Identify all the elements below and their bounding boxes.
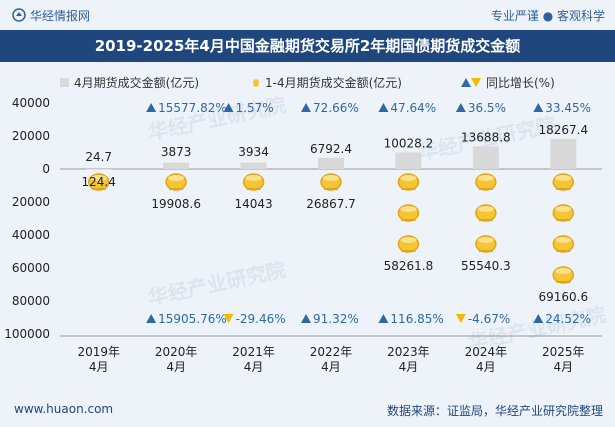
legend-bar-swatch — [60, 78, 69, 87]
monthly-growth-up-icon-1 — [146, 103, 157, 112]
legend-growth-down-icon — [471, 78, 481, 87]
y-tick-label-5: 60000 — [12, 261, 50, 275]
coin-icon-5-2 — [475, 235, 497, 253]
cumulative-growth-label-4: 116.85% — [390, 312, 443, 326]
cumulative-growth-label-5: -4.67% — [468, 312, 510, 326]
bar-monthly-3 — [318, 157, 344, 169]
cumulative-growth-down-icon-2 — [223, 314, 234, 323]
coin-icon-0-0 — [87, 173, 110, 191]
cumulative-growth-label-2: -29.46% — [236, 312, 286, 326]
coin-icon-2-0 — [242, 173, 265, 191]
x-tick-label-5: 2024年 4月 — [465, 345, 508, 374]
bar-monthly-2 — [240, 162, 267, 169]
y-tick-label-0: 40000 — [12, 96, 50, 110]
x-tick-label-2: 2021年 4月 — [232, 345, 275, 374]
monthly-growth-label-2: 1.57% — [236, 101, 274, 115]
coin-icon-4-1 — [397, 204, 420, 222]
coin-icon-6-1 — [552, 204, 575, 222]
brand[interactable]: 华经情报网 — [12, 7, 90, 24]
monthly-value-label-1: 3873 — [161, 145, 192, 159]
y-tick-label-7: 100000 — [4, 327, 50, 341]
footer: www.huaon.com 数据来源：证监局，华经产业研究院整理 — [0, 394, 615, 427]
monthly-value-label-0: 24.7 — [85, 150, 112, 164]
watermark-2: 华经产业研究院 — [146, 257, 288, 310]
coin-icon-3-0 — [320, 173, 342, 191]
bar-monthly-4 — [395, 152, 422, 169]
monthly-growth-label-1: 15577.82% — [158, 101, 227, 115]
monthly-growth-up-icon-3 — [301, 103, 311, 112]
bar-monthly-1 — [163, 162, 190, 169]
cumulative-value-label-6: 69160.6 — [538, 290, 588, 304]
monthly-growth-label-4: 47.64% — [390, 101, 436, 115]
cumulative-growth-up-icon-6 — [533, 314, 544, 323]
chart-title: 2019-2025年4月中国金融期货交易所2年期国债期货成交金额 — [0, 30, 615, 62]
monthly-value-label-3: 6792.4 — [310, 142, 352, 156]
legend-growth-up-icon — [461, 78, 471, 87]
bar-monthly-6 — [550, 138, 577, 169]
legend-coin-label: 1-4月期货成交金额(亿元) — [265, 75, 402, 90]
coin-icon-6-2 — [552, 235, 575, 253]
bar-monthly-0 — [85, 168, 112, 170]
legend-coin-swatch — [253, 79, 259, 87]
coin-icon-4-2 — [397, 235, 420, 253]
y-tick-label-1: 20000 — [12, 129, 50, 143]
coin-icon-1-0 — [165, 173, 187, 191]
monthly-growth-label-6: 33.45% — [545, 101, 591, 115]
monthly-value-label-4: 10028.2 — [384, 136, 434, 150]
cumulative-growth-up-icon-3 — [301, 314, 311, 323]
footer-source: 数据来源：证监局，华经产业研究院整理 — [386, 404, 603, 418]
x-tick-label-1: 2020年 4月 — [155, 345, 198, 374]
monthly-growth-up-icon-4 — [378, 103, 389, 112]
coin-icon-6-0 — [552, 173, 575, 191]
x-tick-label-0: 2019年 4月 — [77, 345, 120, 374]
cumulative-growth-label-3: 91.32% — [313, 312, 359, 326]
monthly-value-label-6: 18267.4 — [538, 123, 588, 137]
monthly-growth-up-icon-6 — [533, 103, 544, 112]
cumulative-value-label-2: 14043 — [234, 197, 272, 211]
coin-icon-5-1 — [475, 204, 497, 222]
x-tick-label-4: 2023年 4月 — [387, 345, 430, 374]
coin-icon-4-0 — [397, 173, 420, 191]
monthly-growth-up-icon-5 — [455, 103, 466, 112]
cumulative-growth-label-6: 24.52% — [545, 312, 591, 326]
monthly-growth-label-5: 36.5% — [468, 101, 506, 115]
cumulative-value-label-0: 124.4 — [82, 175, 116, 189]
y-tick-label-2: 0 — [42, 162, 50, 176]
legend-bar-label: 4月期货成交金额(亿元) — [74, 75, 199, 90]
x-tick-label-6: 2025年 4月 — [542, 345, 585, 374]
footer-site-link[interactable]: www.huaon.com — [14, 402, 114, 416]
cumulative-growth-up-icon-4 — [378, 314, 389, 323]
cumulative-growth-label-1: 15905.76% — [158, 312, 227, 326]
y-tick-label-6: 80000 — [12, 294, 50, 308]
cumulative-value-label-4: 58261.8 — [384, 259, 434, 273]
x-tick-label-3: 2022年 4月 — [310, 345, 353, 374]
monthly-growth-up-icon-2 — [223, 103, 234, 112]
bar-monthly-5 — [472, 146, 499, 169]
tagline: 专业严谨 ● 客观科学 — [490, 9, 605, 23]
coin-icon-6-3 — [552, 266, 575, 284]
cumulative-value-label-3: 26867.7 — [306, 197, 356, 211]
coin-icon-5-0 — [475, 173, 497, 191]
cumulative-value-label-5: 55540.3 — [461, 259, 511, 273]
monthly-value-label-5: 13688.8 — [461, 130, 511, 144]
brand-logo-icon — [12, 8, 26, 22]
legend-growth-label: 同比增长(%) — [486, 76, 555, 90]
top-bar: 华经情报网 专业严谨 ● 客观科学 — [0, 0, 615, 30]
cumulative-growth-up-icon-1 — [146, 314, 157, 323]
cumulative-value-label-1: 19908.6 — [151, 197, 201, 211]
cumulative-growth-down-icon-5 — [455, 314, 466, 323]
monthly-growth-label-3: 72.66% — [313, 101, 359, 115]
brand-name: 华经情报网 — [30, 9, 91, 23]
monthly-value-label-2: 3934 — [238, 145, 269, 159]
chart: 华经产业研究院 华经产业研究院华经产业研究院华经产业研究院4月期货成交金额(亿元)… — [4, 75, 608, 374]
y-tick-label-4: 40000 — [12, 228, 50, 242]
y-tick-label-3: 20000 — [12, 195, 50, 209]
